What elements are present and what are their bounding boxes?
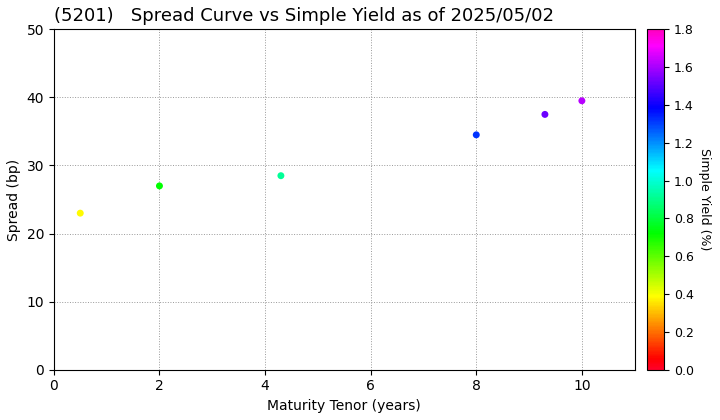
Y-axis label: Simple Yield (%): Simple Yield (%) — [698, 148, 711, 251]
Point — [153, 183, 165, 189]
Point — [539, 111, 551, 118]
Y-axis label: Spread (bp): Spread (bp) — [7, 158, 21, 241]
Point — [74, 210, 86, 216]
Text: (5201)   Spread Curve vs Simple Yield as of 2025/05/02: (5201) Spread Curve vs Simple Yield as o… — [54, 7, 554, 25]
Point — [576, 97, 588, 104]
X-axis label: Maturity Tenor (years): Maturity Tenor (years) — [267, 399, 421, 413]
Point — [470, 131, 482, 138]
Point — [275, 172, 287, 179]
